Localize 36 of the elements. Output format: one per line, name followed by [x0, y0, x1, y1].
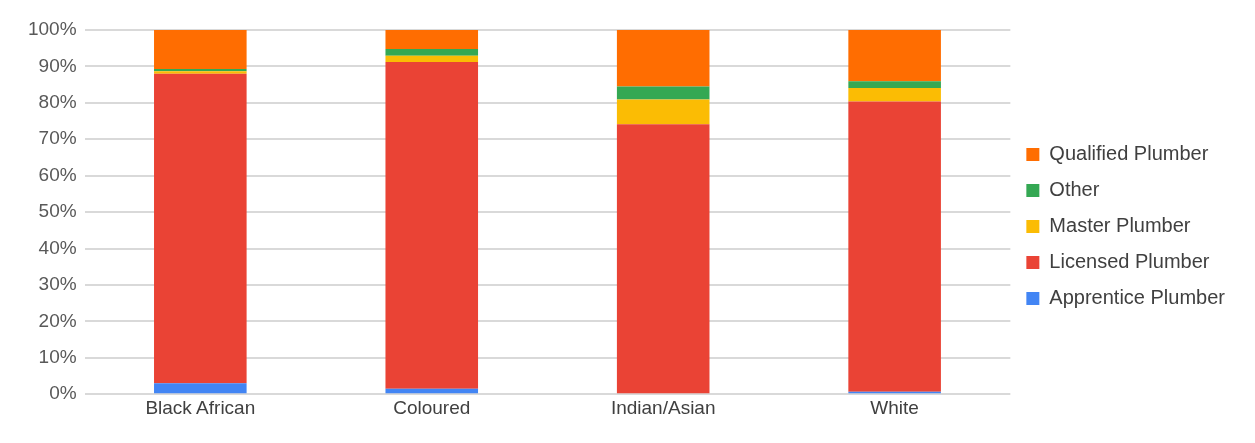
y-tick-label: 10%	[38, 346, 77, 368]
x-tick-label: Coloured	[393, 396, 471, 418]
bar	[154, 30, 247, 69]
y-tick-label: 40%	[38, 236, 77, 258]
bar	[616, 30, 710, 87]
y-tick-label: 60%	[38, 163, 77, 185]
bar	[848, 81, 941, 88]
x-tick-label: Indian/Asian	[610, 396, 716, 418]
bar	[385, 55, 479, 63]
legend-label: Other	[1049, 178, 1100, 201]
bar	[848, 101, 941, 392]
y-tick-label: 100%	[27, 18, 77, 40]
legend-label: Licensed Plumber	[1049, 250, 1210, 273]
bar	[154, 73, 247, 384]
bar	[154, 383, 247, 394]
bar	[616, 124, 710, 394]
x-tick-label: Black African	[145, 396, 256, 418]
bar	[848, 87, 941, 102]
bar	[385, 388, 479, 394]
bar	[385, 48, 479, 56]
legend-label: Apprentice Plumber	[1049, 286, 1226, 309]
y-tick-label: 80%	[38, 91, 77, 113]
legend-label: Master Plumber	[1049, 214, 1191, 237]
y-tick-label: 30%	[38, 273, 77, 295]
x-tick-label: White	[870, 396, 919, 418]
bar	[848, 30, 941, 82]
bar	[616, 99, 710, 125]
legend-label: Qualified Plumber	[1049, 142, 1209, 165]
y-tick-label: 70%	[38, 127, 77, 149]
y-tick-label: 90%	[38, 54, 77, 76]
bar	[385, 30, 479, 49]
y-tick-label: 50%	[38, 200, 77, 222]
y-tick-label: 0%	[49, 382, 77, 404]
bar	[385, 62, 479, 389]
bar	[616, 86, 710, 100]
y-tick-label: 20%	[38, 309, 77, 331]
